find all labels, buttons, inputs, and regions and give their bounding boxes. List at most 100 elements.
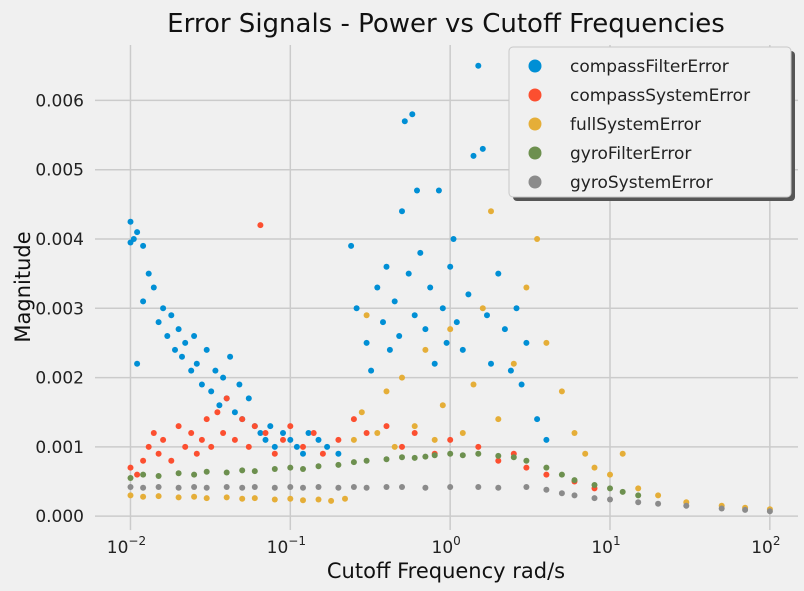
data-point: [191, 471, 198, 478]
data-point: [534, 236, 541, 242]
data-point: [335, 484, 342, 491]
data-point: [523, 484, 530, 490]
data-point: [718, 505, 725, 512]
data-point: [523, 339, 530, 346]
data-point: [607, 471, 613, 478]
data-point: [140, 484, 147, 491]
data-point: [431, 436, 438, 443]
data-point: [507, 367, 514, 374]
data-point: [172, 346, 178, 353]
data-point: [239, 495, 246, 502]
data-point: [324, 443, 331, 450]
data-point: [216, 402, 223, 409]
data-point: [411, 423, 418, 430]
data-point: [203, 495, 210, 502]
data-point: [188, 430, 195, 436]
data-point: [495, 484, 502, 491]
data-point: [558, 388, 565, 395]
data-point: [168, 457, 175, 464]
data-point: [399, 443, 405, 450]
data-point: [484, 312, 490, 319]
data-point: [193, 360, 200, 367]
data-point: [459, 346, 466, 353]
data-point: [396, 333, 403, 339]
data-point: [353, 305, 360, 312]
data-point: [188, 367, 195, 374]
data-point: [488, 360, 494, 367]
legend-marker: [528, 117, 542, 131]
data-point: [380, 319, 386, 326]
data-point: [383, 484, 390, 490]
data-point: [231, 409, 238, 416]
data-point: [399, 374, 405, 381]
data-point: [543, 471, 550, 478]
data-point: [619, 488, 626, 495]
x-tick-label: 10−1: [267, 534, 306, 558]
data-point: [409, 111, 416, 118]
data-point: [127, 218, 134, 225]
data-point: [501, 326, 508, 333]
data-point: [319, 450, 326, 457]
data-point: [134, 229, 141, 236]
data-point: [582, 450, 589, 457]
legend: compassFilterError compassSystemError full…: [508, 46, 795, 201]
data-point: [134, 360, 141, 367]
y-tick-label: 0.002: [35, 369, 84, 389]
data-point: [399, 454, 405, 461]
data-point: [227, 353, 234, 360]
data-point: [150, 284, 157, 291]
series-gyroSystemError: [127, 484, 773, 515]
data-point: [435, 187, 442, 194]
data-point: [236, 381, 243, 388]
data-point: [140, 242, 147, 249]
data-point: [543, 486, 550, 493]
data-point: [300, 497, 306, 504]
data-point: [383, 388, 390, 395]
legend-box: [508, 46, 792, 198]
data-point: [439, 402, 446, 409]
data-point: [543, 464, 550, 471]
data-point: [374, 430, 381, 436]
data-point: [287, 484, 294, 490]
data-point: [145, 270, 152, 277]
data-point: [766, 508, 773, 515]
data-point: [453, 319, 460, 326]
data-point: [182, 443, 189, 450]
data-point: [191, 493, 198, 500]
data-point: [305, 430, 312, 436]
data-point: [191, 484, 198, 490]
data-point: [300, 484, 306, 491]
data-point: [475, 450, 482, 457]
data-point: [335, 436, 342, 443]
data-point: [358, 409, 365, 416]
data-point: [591, 495, 598, 502]
data-point: [293, 443, 300, 450]
data-point: [447, 484, 454, 490]
data-point: [422, 453, 429, 460]
data-point: [198, 436, 205, 443]
data-point: [523, 284, 530, 291]
data-point: [223, 395, 230, 402]
data-point: [543, 436, 550, 443]
data-point: [495, 270, 502, 277]
data-point: [160, 305, 167, 312]
chart-title: Error Signals - Power vs Cutoff Frequenc…: [167, 9, 725, 39]
data-point: [363, 484, 370, 491]
data-point: [414, 187, 420, 194]
legend-marker: [528, 175, 542, 189]
data-point: [635, 499, 642, 506]
data-point: [607, 485, 613, 492]
data-point: [271, 484, 278, 491]
data-point: [447, 326, 454, 333]
data-point: [459, 430, 466, 436]
data-point: [411, 312, 418, 319]
data-point: [155, 473, 162, 479]
data-point: [447, 263, 454, 270]
data-points: [127, 62, 773, 515]
data-point: [175, 423, 182, 430]
x-tick-label: 102: [751, 534, 780, 558]
data-point: [328, 497, 335, 504]
data-point: [470, 152, 477, 159]
data-point: [280, 436, 286, 443]
data-point: [140, 493, 147, 500]
